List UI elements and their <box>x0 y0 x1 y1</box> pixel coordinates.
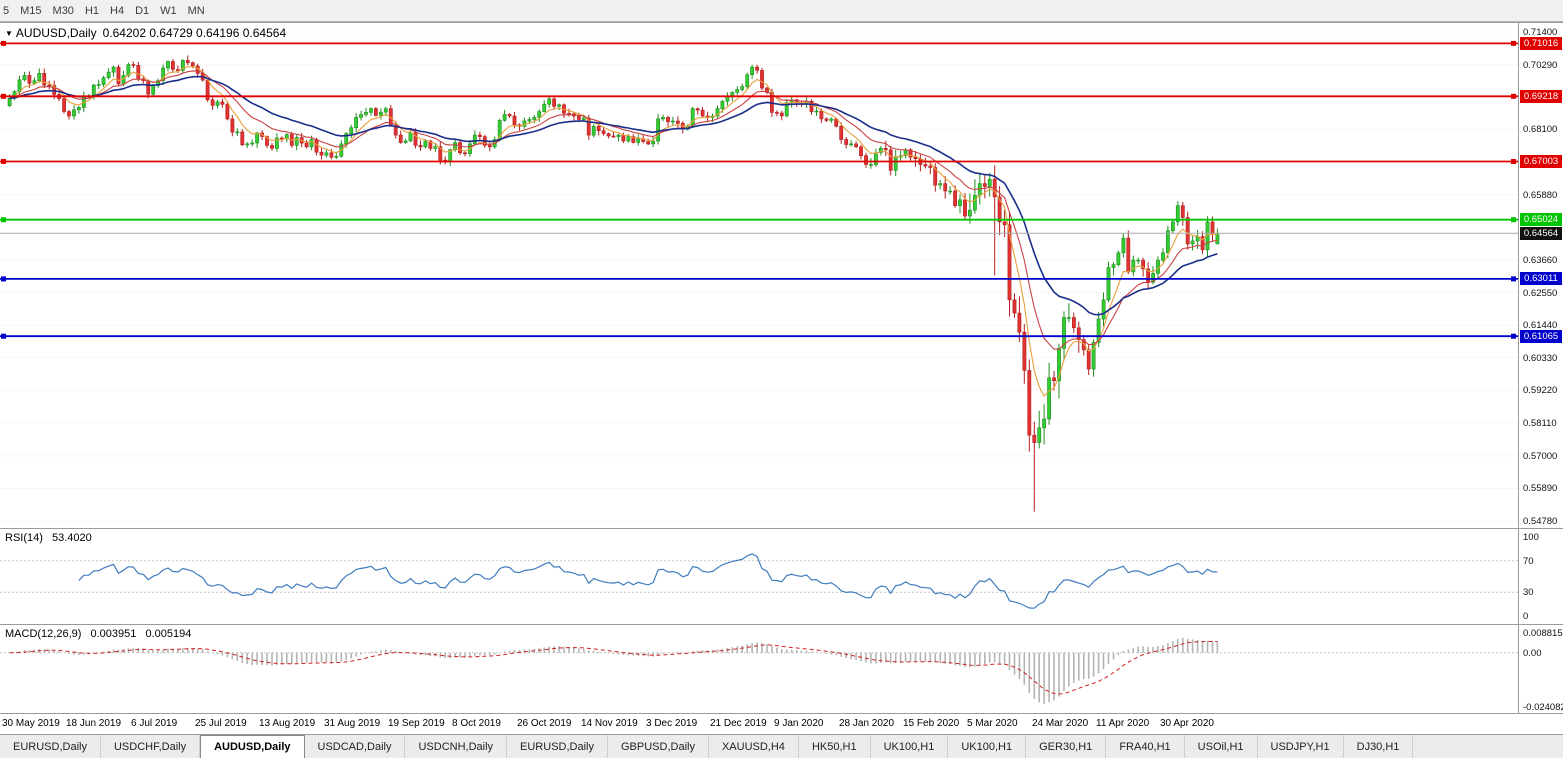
macd-main-value: 0.003951 <box>90 628 137 640</box>
chart-tab-usdcnh-daily[interactable]: USDCNH,Daily <box>405 735 508 758</box>
chart-tabs-bar: EURUSD,Daily USDCHF,Daily AUDUSD,Daily USDC… <box>0 734 1563 758</box>
date-axis-label: 14 Nov 2019 <box>581 718 638 729</box>
rsi-value: 53.4020 <box>51 532 92 544</box>
level-price-badge: 0.61065 <box>1520 330 1562 343</box>
date-axis-label: 31 Aug 2019 <box>324 718 381 729</box>
date-axis-label: 26 Oct 2019 <box>517 718 572 729</box>
price-axis-tick: 0.62550 <box>1523 288 1558 299</box>
time-axis[interactable]: 30 May 2019 18 Jun 2019 6 Jul 2019 25 Jul 2… <box>0 714 1563 734</box>
timeframe-button-m30[interactable]: M30 <box>52 4 74 17</box>
date-axis-label: 3 Dec 2019 <box>646 718 698 729</box>
macd-chart-canvas[interactable] <box>0 625 1518 713</box>
timeframe-button-w1[interactable]: W1 <box>160 4 177 17</box>
price-axis-tick: 0.60330 <box>1523 353 1558 364</box>
price-axis-tick: 0.58110 <box>1523 418 1557 429</box>
date-axis-label: 30 Apr 2020 <box>1160 718 1214 729</box>
chart-tab-usoil-h1[interactable]: USOil,H1 <box>1184 735 1258 758</box>
date-axis-label: 28 Jan 2020 <box>839 718 895 729</box>
rsi-pane[interactable]: RSI(14) 53.4020 100 70 30 0 <box>0 529 1563 625</box>
level-price-badge: 0.71016 <box>1520 37 1562 50</box>
date-axis-label: 19 Sep 2019 <box>388 718 445 729</box>
price-axis-tick: 0.68100 <box>1523 124 1558 135</box>
date-axis-label: 30 May 2019 <box>2 718 60 729</box>
timeframe-button-d1[interactable]: D1 <box>135 4 150 17</box>
chart-tab-fra40-h1[interactable]: FRA40,H1 <box>1106 735 1185 758</box>
price-axis-tick: 0.65880 <box>1523 190 1558 201</box>
chart-tab-xauusd-h4[interactable]: XAUUSD,H4 <box>708 735 799 758</box>
date-axis-label: 5 Mar 2020 <box>967 718 1018 729</box>
macd-signal-value: 0.005194 <box>145 628 192 640</box>
chevron-down-icon[interactable]: ▼ <box>5 29 13 38</box>
rsi-indicator-label: RSI(14) <box>5 532 43 544</box>
timeframe-button-mn[interactable]: MN <box>187 4 205 17</box>
chart-tab-uk100-h1[interactable]: UK100,H1 <box>870 735 949 758</box>
date-axis-label: 24 Mar 2020 <box>1032 718 1089 729</box>
timeframe-button-h4[interactable]: H4 <box>110 4 125 17</box>
price-axis-tick: 0.55890 <box>1523 483 1558 494</box>
timeframe-toolbar: 5 M15 M30 H1 H4 D1 W1 MN <box>0 0 1563 22</box>
price-axis-tick: 0.70290 <box>1523 60 1558 71</box>
macd-header: MACD(12,26,9) 0.003951 0.005194 <box>5 628 191 640</box>
chart-ohlc-values: 0.64202 0.64729 0.64196 0.64564 <box>102 26 287 40</box>
date-axis-label: 8 Oct 2019 <box>452 718 501 729</box>
macd-axis-max: 0.008815 <box>1523 628 1563 639</box>
chart-tab-gbpusd-daily[interactable]: GBPUSD,Daily <box>608 735 709 758</box>
level-price-badge: 0.67003 <box>1520 155 1562 168</box>
date-axis-label: 15 Feb 2020 <box>903 718 960 729</box>
timeframe-button-h1[interactable]: H1 <box>84 4 99 17</box>
price-axis-tick: 0.54780 <box>1523 516 1558 527</box>
date-axis-label: 11 Apr 2020 <box>1096 718 1150 729</box>
date-axis-label: 6 Jul 2019 <box>131 718 178 729</box>
price-axis[interactable]: 0.71400 0.70290 0.68100 0.65880 0.63660 0.625… <box>1518 23 1563 528</box>
date-axis-label: 18 Jun 2019 <box>66 718 122 729</box>
rsi-axis-tick: 0 <box>1523 611 1529 622</box>
price-pane[interactable]: ▼ AUDUSD,Daily 0.64202 0.64729 0.64196 0.6… <box>0 23 1563 529</box>
chart-tab-usdchf-daily[interactable]: USDCHF,Daily <box>100 735 201 758</box>
price-axis-tick: 0.61440 <box>1523 320 1558 331</box>
chart-tab-ger30-h1[interactable]: GER30,H1 <box>1026 735 1107 758</box>
date-axis-label: 21 Dec 2019 <box>710 718 767 729</box>
chart-tab-audusd-daily[interactable]: AUDUSD,Daily <box>200 735 305 758</box>
chart-tab-eurusd-daily[interactable]: EURUSD,Daily <box>507 735 608 758</box>
timeframe-button-5[interactable]: 5 <box>3 4 10 17</box>
date-axis-label: 13 Aug 2019 <box>259 718 316 729</box>
chart-tab-usdcad-daily[interactable]: USDCAD,Daily <box>304 735 406 758</box>
chart-tab-uk100-h1[interactable]: UK100,H1 <box>948 735 1027 758</box>
price-axis-tick: 0.57000 <box>1523 451 1558 462</box>
price-axis-tick: 0.63660 <box>1523 255 1558 266</box>
level-price-badge: 0.63011 <box>1520 272 1562 285</box>
chart-tab-eurusd-daily[interactable]: EURUSD,Daily <box>0 735 101 758</box>
chart-header: ▼ AUDUSD,Daily 0.64202 0.64729 0.64196 0.6… <box>5 26 286 40</box>
macd-pane[interactable]: MACD(12,26,9) 0.003951 0.005194 0.008815… <box>0 625 1563 714</box>
rsi-axis-tick: 100 <box>1523 532 1539 543</box>
date-axis-label: 25 Jul 2019 <box>195 718 247 729</box>
macd-axis[interactable]: 0.008815 0.00 -0.024082 <box>1518 625 1563 713</box>
level-price-badge: 0.65024 <box>1520 213 1562 226</box>
level-price-badge: 0.69218 <box>1520 90 1562 103</box>
macd-axis-min: -0.024082 <box>1523 702 1563 713</box>
price-axis-tick: 0.71400 <box>1523 27 1558 38</box>
chart-tab-usdjpy-h1[interactable]: USDJPY,H1 <box>1257 735 1344 758</box>
price-chart-canvas[interactable] <box>0 23 1518 528</box>
rsi-axis[interactable]: 100 70 30 0 <box>1518 529 1563 624</box>
rsi-axis-tick: 30 <box>1523 587 1534 598</box>
chart-tab-hk50-h1[interactable]: HK50,H1 <box>798 735 871 758</box>
price-axis-tick: 0.59220 <box>1523 385 1558 396</box>
rsi-axis-tick: 70 <box>1523 556 1534 567</box>
current-price-badge: 0.64564 <box>1520 227 1562 240</box>
chart-area: ▼ AUDUSD,Daily 0.64202 0.64729 0.64196 0.6… <box>0 22 1563 734</box>
rsi-chart-canvas[interactable] <box>0 529 1518 624</box>
timeframe-button-m15[interactable]: M15 <box>20 4 42 17</box>
chart-symbol-label: AUDUSD,Daily <box>15 26 97 40</box>
macd-axis-zero: 0.00 <box>1523 648 1542 659</box>
macd-indicator-label: MACD(12,26,9) <box>5 628 82 640</box>
rsi-header: RSI(14) 53.4020 <box>5 532 92 544</box>
date-axis-label: 9 Jan 2020 <box>774 718 824 729</box>
chart-tab-dj30-h1[interactable]: DJ30,H1 <box>1343 735 1414 758</box>
